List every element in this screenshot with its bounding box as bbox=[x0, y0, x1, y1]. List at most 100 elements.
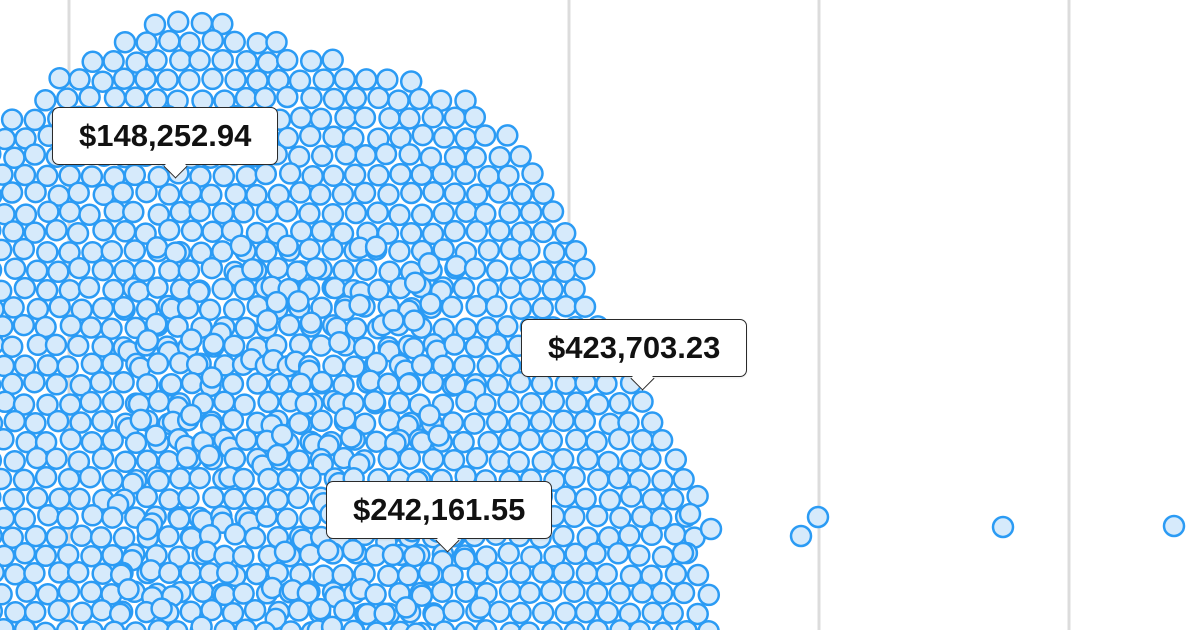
data-point bbox=[157, 183, 181, 206]
data-point bbox=[255, 505, 278, 528]
data-point bbox=[216, 561, 239, 585]
data-point bbox=[344, 201, 368, 225]
data-point bbox=[405, 622, 427, 630]
data-point bbox=[188, 466, 211, 490]
data-point bbox=[25, 259, 49, 282]
data-point bbox=[12, 468, 36, 492]
data-point bbox=[267, 372, 291, 396]
data-point bbox=[499, 276, 522, 299]
data-point bbox=[631, 428, 654, 452]
data-point bbox=[222, 334, 246, 357]
data-point bbox=[421, 106, 445, 129]
data-point bbox=[0, 335, 24, 358]
data-point bbox=[136, 329, 160, 352]
data-point bbox=[103, 86, 127, 110]
data-point bbox=[36, 354, 60, 377]
data-point bbox=[432, 317, 456, 341]
data-point bbox=[275, 48, 299, 72]
data-point bbox=[157, 218, 181, 242]
data-point bbox=[234, 618, 257, 630]
data-point bbox=[299, 311, 323, 334]
data-point bbox=[81, 620, 104, 630]
data-point bbox=[441, 411, 465, 434]
value-tooltip-1: $148,252.94 bbox=[52, 107, 279, 165]
data-point bbox=[552, 561, 575, 585]
data-point bbox=[675, 619, 698, 630]
data-point bbox=[378, 408, 401, 432]
data-point bbox=[70, 524, 93, 548]
data-point bbox=[3, 449, 26, 473]
data-point bbox=[169, 49, 192, 72]
data-point bbox=[334, 143, 358, 166]
data-point bbox=[211, 48, 234, 72]
data-point bbox=[168, 467, 192, 490]
data-point bbox=[45, 525, 69, 549]
data-point bbox=[473, 124, 497, 147]
data-point bbox=[474, 202, 497, 226]
data-point bbox=[169, 200, 193, 224]
data-point bbox=[188, 199, 212, 223]
data-point bbox=[0, 108, 24, 131]
data-point bbox=[68, 68, 91, 91]
data-point bbox=[24, 180, 47, 204]
data-point bbox=[477, 430, 500, 454]
data-point bbox=[497, 164, 520, 187]
data-point bbox=[509, 145, 532, 168]
data-point bbox=[101, 469, 124, 492]
data-point bbox=[57, 580, 81, 603]
data-point bbox=[465, 220, 489, 243]
data-point bbox=[156, 68, 179, 91]
data-point bbox=[59, 428, 83, 451]
data-point bbox=[639, 447, 662, 471]
data-point bbox=[222, 487, 246, 511]
data-point bbox=[333, 599, 356, 622]
data-point bbox=[143, 13, 167, 36]
data-point bbox=[373, 602, 396, 625]
data-point bbox=[146, 352, 170, 375]
data-point bbox=[243, 526, 267, 550]
data-point bbox=[509, 256, 533, 280]
data-point bbox=[58, 200, 82, 223]
data-point bbox=[485, 333, 509, 356]
data-point bbox=[308, 183, 332, 206]
data-point bbox=[202, 486, 225, 509]
data-point bbox=[45, 373, 68, 396]
data-point bbox=[34, 621, 57, 630]
data-point bbox=[344, 86, 368, 110]
data-point bbox=[565, 391, 588, 414]
data-point bbox=[529, 410, 553, 433]
data-point bbox=[488, 145, 512, 169]
data-point bbox=[367, 86, 390, 110]
data-point bbox=[488, 450, 512, 473]
data-point bbox=[355, 68, 378, 91]
data-point bbox=[431, 162, 454, 186]
data-point bbox=[348, 293, 371, 317]
data-point bbox=[0, 188, 3, 203]
data-point bbox=[34, 465, 58, 489]
data-point bbox=[287, 486, 310, 510]
data-point bbox=[378, 260, 401, 284]
data-point bbox=[124, 621, 147, 630]
data-point bbox=[23, 600, 47, 624]
data-point bbox=[576, 448, 600, 471]
data-point bbox=[573, 295, 597, 318]
data-point bbox=[201, 220, 224, 243]
data-point bbox=[499, 621, 522, 630]
data-point bbox=[0, 127, 17, 151]
data-point bbox=[354, 144, 377, 167]
data-point bbox=[474, 619, 498, 630]
data-point bbox=[92, 218, 115, 242]
data-point bbox=[59, 314, 83, 337]
data-point bbox=[89, 526, 113, 549]
data-point bbox=[101, 352, 124, 375]
data-point bbox=[607, 428, 631, 451]
data-point bbox=[378, 106, 401, 130]
data-point bbox=[25, 446, 49, 470]
data-point bbox=[310, 144, 334, 168]
data-point bbox=[57, 467, 81, 491]
data-point bbox=[381, 543, 405, 567]
data-point bbox=[234, 86, 258, 110]
data-point bbox=[341, 538, 365, 562]
data-point bbox=[46, 409, 70, 433]
data-point bbox=[476, 354, 500, 378]
